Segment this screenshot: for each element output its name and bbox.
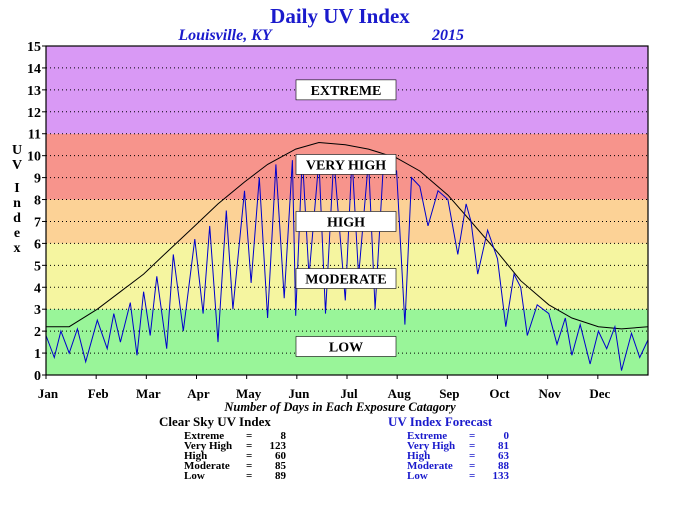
band-label-box bbox=[295, 211, 397, 232]
y-tick-label: 10 bbox=[27, 150, 41, 165]
x-tick-label: Feb bbox=[88, 386, 109, 401]
stats-label: Very High bbox=[407, 440, 456, 452]
stats-label: Very High bbox=[184, 440, 233, 452]
chart-title: Daily UV Index bbox=[270, 4, 410, 28]
band-label: MODERATE bbox=[305, 272, 386, 287]
stats-value: 0 bbox=[503, 430, 510, 442]
chart-location: Louisville, KY bbox=[177, 27, 273, 44]
band-label: LOW bbox=[329, 340, 363, 355]
stats-label: Moderate bbox=[407, 460, 453, 472]
y-tick-label: 8 bbox=[34, 194, 41, 209]
x-tick-label: Dec bbox=[589, 386, 610, 401]
x-tick-label: Oct bbox=[489, 386, 510, 401]
x-tick-label: Sep bbox=[439, 386, 459, 401]
x-tick-label: Jun bbox=[288, 386, 310, 401]
stats-row: High = 63 bbox=[407, 450, 509, 462]
y-tick-label: 3 bbox=[34, 303, 41, 318]
stats-row: Low = 89 bbox=[184, 470, 286, 482]
stats-label: Low bbox=[407, 470, 428, 482]
x-tick-label: Mar bbox=[136, 386, 161, 401]
stats-row: Very High = 81 bbox=[407, 440, 509, 452]
stats-row: Low = 133 bbox=[407, 470, 510, 482]
band-label-box bbox=[295, 268, 397, 289]
stats-row: Moderate = 85 bbox=[184, 460, 286, 472]
x-tick-label: Apr bbox=[187, 386, 210, 401]
stats-row: Very High = 123 bbox=[184, 440, 287, 452]
forecast-stats: UV Index Forecast Extreme = 0 Very High = 81… bbox=[388, 414, 510, 482]
y-tick-label: 1 bbox=[34, 347, 41, 362]
stats-label: Extreme bbox=[407, 430, 448, 442]
band-label-box bbox=[295, 154, 397, 175]
y-tick-label: 12 bbox=[27, 106, 41, 121]
stats-label: Extreme bbox=[184, 430, 225, 442]
stats-value: 85 bbox=[275, 460, 286, 472]
stats-label: Low bbox=[184, 470, 205, 482]
forecast-stats-table: Extreme = 0 Very High = 81 High = 63 Moderate =… bbox=[407, 430, 510, 482]
y-axis-label: U V I n d e x bbox=[12, 143, 22, 256]
stats-label: Moderate bbox=[184, 460, 230, 472]
stats-value: 60 bbox=[275, 450, 286, 462]
clear-sky-stats: Clear Sky UV Index Extreme = 8 Very High = 1… bbox=[159, 414, 287, 482]
y-tick-label: 2 bbox=[34, 325, 41, 340]
x-tick-label: Jan bbox=[38, 386, 59, 401]
x-tick-label: Aug bbox=[388, 386, 412, 401]
band-labels: LOW MODERATE HIGH VERY HIGH EXTREME bbox=[295, 79, 397, 357]
stats-value: 123 bbox=[269, 440, 287, 452]
stats-row: Moderate = 88 bbox=[407, 460, 509, 472]
stats-value: 133 bbox=[492, 470, 510, 482]
stats-row: Extreme = 8 bbox=[184, 430, 287, 442]
y-tick-label: 7 bbox=[34, 215, 41, 230]
stats-row: Extreme = 0 bbox=[407, 430, 510, 442]
stats-value: 89 bbox=[275, 470, 286, 482]
stats-value: 81 bbox=[498, 440, 509, 452]
band-label-box bbox=[295, 336, 397, 357]
y-tick-label: 9 bbox=[34, 172, 41, 187]
y-tick-label: 6 bbox=[34, 237, 41, 252]
clear-sky-stats-title: Clear Sky UV Index bbox=[159, 414, 271, 429]
stats-label: High bbox=[407, 450, 431, 462]
x-tick-label: May bbox=[236, 386, 262, 401]
stats-label: High bbox=[184, 450, 208, 462]
y-tick-label: 15 bbox=[27, 40, 41, 55]
y-tick-label: 13 bbox=[27, 84, 41, 99]
band-label: EXTREME bbox=[311, 84, 382, 99]
y-tick-label: 4 bbox=[34, 281, 41, 296]
chart-year: 2015 bbox=[431, 27, 464, 44]
stats-value: 63 bbox=[498, 450, 509, 462]
y-tick-label: 14 bbox=[27, 62, 41, 77]
x-tick-label: Nov bbox=[538, 386, 561, 401]
stats-value: 88 bbox=[498, 460, 509, 472]
band-label-box bbox=[295, 79, 397, 101]
x-tick-label: Jul bbox=[340, 386, 358, 401]
band-label: HIGH bbox=[327, 215, 365, 230]
y-tick-label: 0 bbox=[34, 369, 41, 384]
stats-value: 8 bbox=[280, 430, 287, 442]
x-axis-label: Number of Days in Each Exposure Catagory bbox=[223, 400, 456, 414]
forecast-stats-title: UV Index Forecast bbox=[388, 414, 493, 429]
y-tick-label: 11 bbox=[28, 128, 41, 143]
clear-sky-stats-table: Extreme = 8 Very High = 123 High = 60 Moderate… bbox=[184, 430, 287, 482]
series-line bbox=[46, 141, 649, 330]
band-label: VERY HIGH bbox=[306, 158, 386, 173]
stats-row: High = 60 bbox=[184, 450, 286, 462]
y-tick-label: 5 bbox=[34, 259, 41, 274]
